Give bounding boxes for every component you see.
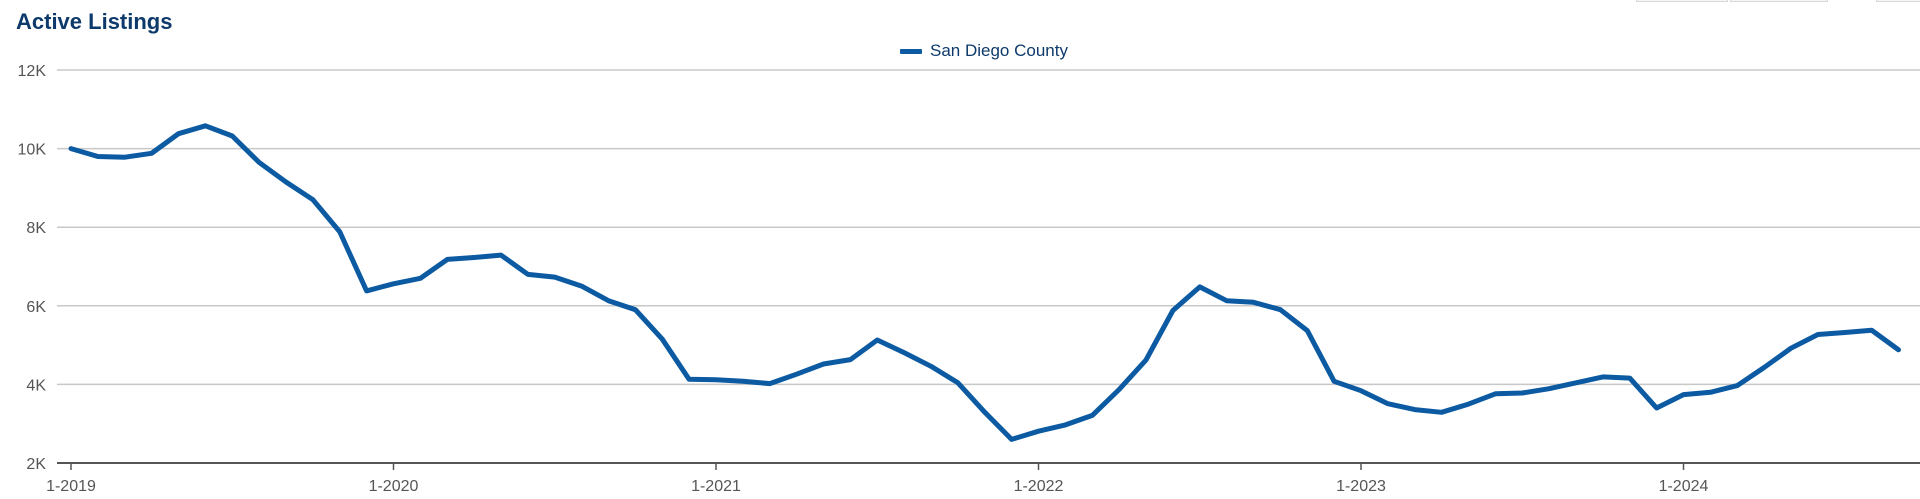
legend-label: San Diego County	[930, 41, 1068, 60]
data-point	[1735, 383, 1740, 388]
data-point	[1251, 300, 1256, 305]
data-point	[1412, 407, 1417, 412]
chart-control-button[interactable]	[1730, 0, 1828, 2]
y-axis: 2K 4K 6K 8K 10K 12K	[18, 63, 47, 473]
data-point	[552, 275, 557, 280]
data-point	[687, 377, 692, 382]
data-point	[1762, 365, 1767, 370]
data-point	[1036, 429, 1041, 434]
x-tick-label: 1-2021	[691, 478, 741, 495]
data-point	[472, 255, 477, 260]
data-point	[1789, 346, 1794, 351]
data-point	[1332, 379, 1337, 384]
x-tick-label: 1-2019	[46, 478, 96, 495]
data-point	[1224, 298, 1229, 303]
x-tick-label: 1-2020	[369, 478, 419, 495]
data-point	[982, 410, 987, 415]
chart-legend[interactable]: San Diego County	[900, 41, 1068, 61]
data-point	[1278, 307, 1283, 312]
data-point	[310, 197, 315, 202]
chart-title: Active Listings	[16, 9, 173, 34]
data-point	[1520, 391, 1525, 396]
data-point	[69, 146, 74, 151]
y-tick-label: 2K	[26, 456, 46, 473]
data-point	[1305, 328, 1310, 333]
data-point	[1359, 388, 1364, 393]
data-point	[1466, 402, 1471, 407]
data-point	[1439, 410, 1444, 415]
data-point	[714, 377, 719, 382]
chart-control-button[interactable]	[1876, 0, 1920, 2]
y-tick-label: 6K	[26, 299, 46, 316]
data-point	[1009, 437, 1014, 442]
data-point	[606, 298, 611, 303]
data-point	[1197, 284, 1202, 289]
data-point	[1654, 406, 1659, 411]
data-point	[525, 272, 530, 277]
data-point	[149, 151, 154, 156]
data-point	[176, 131, 181, 136]
data-point	[1627, 376, 1632, 381]
data-point	[740, 379, 745, 384]
x-tick-label: 1-2022	[1014, 478, 1064, 495]
data-point	[391, 281, 396, 286]
y-tick-label: 12K	[18, 63, 47, 80]
data-point	[821, 362, 826, 367]
data-point	[95, 154, 100, 159]
data-point	[284, 180, 289, 185]
data-point	[955, 380, 960, 385]
data-point	[1170, 308, 1175, 313]
data-point	[1600, 374, 1605, 379]
data-point	[337, 229, 342, 234]
data-point	[1574, 380, 1579, 385]
data-point	[1493, 391, 1498, 396]
data-point	[633, 307, 638, 312]
data-point	[767, 381, 772, 386]
data-point	[902, 350, 907, 355]
x-tick-label: 1-2023	[1336, 478, 1386, 495]
data-point	[1144, 358, 1149, 363]
data-point	[1896, 347, 1901, 352]
data-point	[1869, 328, 1874, 333]
data-point	[203, 123, 208, 128]
data-point	[122, 155, 127, 160]
data-point	[418, 276, 423, 281]
data-point	[1815, 332, 1820, 337]
data-point	[848, 357, 853, 362]
y-tick-label: 8K	[26, 220, 46, 237]
data-point	[660, 337, 665, 342]
y-tick-label: 4K	[26, 377, 46, 394]
data-point	[929, 364, 934, 369]
y-tick-label: 10K	[18, 142, 47, 159]
series-layer	[68, 123, 1901, 442]
series-line-0	[68, 123, 1901, 442]
data-point	[445, 257, 450, 262]
data-point	[499, 253, 504, 258]
data-point	[875, 338, 880, 343]
x-tick-label: 1-2024	[1659, 478, 1709, 495]
data-point	[794, 372, 799, 377]
data-point	[1063, 422, 1068, 427]
data-point	[1842, 330, 1847, 335]
data-point	[364, 288, 369, 293]
data-point	[230, 134, 235, 139]
legend-swatch-icon	[900, 48, 922, 54]
data-point	[1681, 392, 1686, 397]
data-point	[257, 160, 262, 165]
data-point	[1547, 386, 1552, 391]
data-point	[1708, 390, 1713, 395]
data-point	[1090, 413, 1095, 418]
data-point	[1385, 401, 1390, 406]
gridlines	[57, 69, 1920, 386]
chart-control-button[interactable]	[1636, 0, 1728, 2]
data-point	[579, 284, 584, 289]
data-point	[1117, 387, 1122, 392]
x-axis: 1-2019 1-2020 1-2021 1-2022 1-2023 1-2024	[46, 462, 1920, 495]
